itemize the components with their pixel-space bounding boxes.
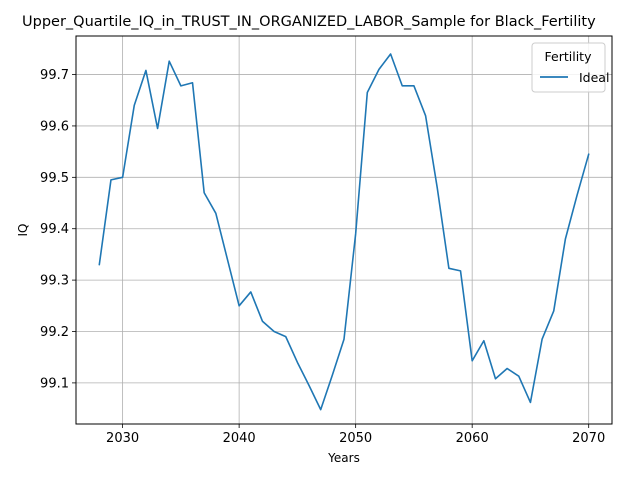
legend-entry-ideal: Ideal (579, 70, 609, 85)
legend-title: Fertility (545, 49, 593, 64)
legend: Fertility Ideal (531, 42, 609, 93)
y-axis-label: IQ (16, 224, 30, 237)
grid (76, 36, 612, 424)
x-axis-ticks: 2030 2040 2050 2060 2070 (106, 424, 605, 446)
chart-title: Upper_Quartile_IQ_in_TRUST_IN_ORGANIZED_… (22, 14, 596, 30)
x-tick-label: 2060 (456, 431, 489, 446)
x-tick-label: 2030 (106, 431, 139, 446)
y-tick-label: 99.6 (40, 119, 69, 134)
x-axis-label: Years (327, 451, 360, 465)
legend-box (531, 42, 606, 93)
y-tick-label: 99.7 (40, 68, 69, 83)
plot-area-frame (75, 35, 613, 425)
x-tick-label: 2050 (339, 431, 372, 446)
y-axis-ticks: 99.1 99.2 99.3 99.4 99.5 99.6 99.7 (40, 68, 76, 391)
y-tick-label: 99.4 (40, 222, 69, 237)
y-tick-label: 99.3 (40, 274, 69, 289)
x-tick-label: 2040 (223, 431, 256, 446)
series-line-ideal (98, 53, 590, 411)
series-layer (98, 53, 590, 411)
y-tick-label: 99.1 (40, 376, 69, 391)
y-tick-label: 99.5 (40, 171, 69, 186)
x-tick-label: 2070 (572, 431, 605, 446)
y-tick-label: 99.2 (40, 325, 69, 340)
